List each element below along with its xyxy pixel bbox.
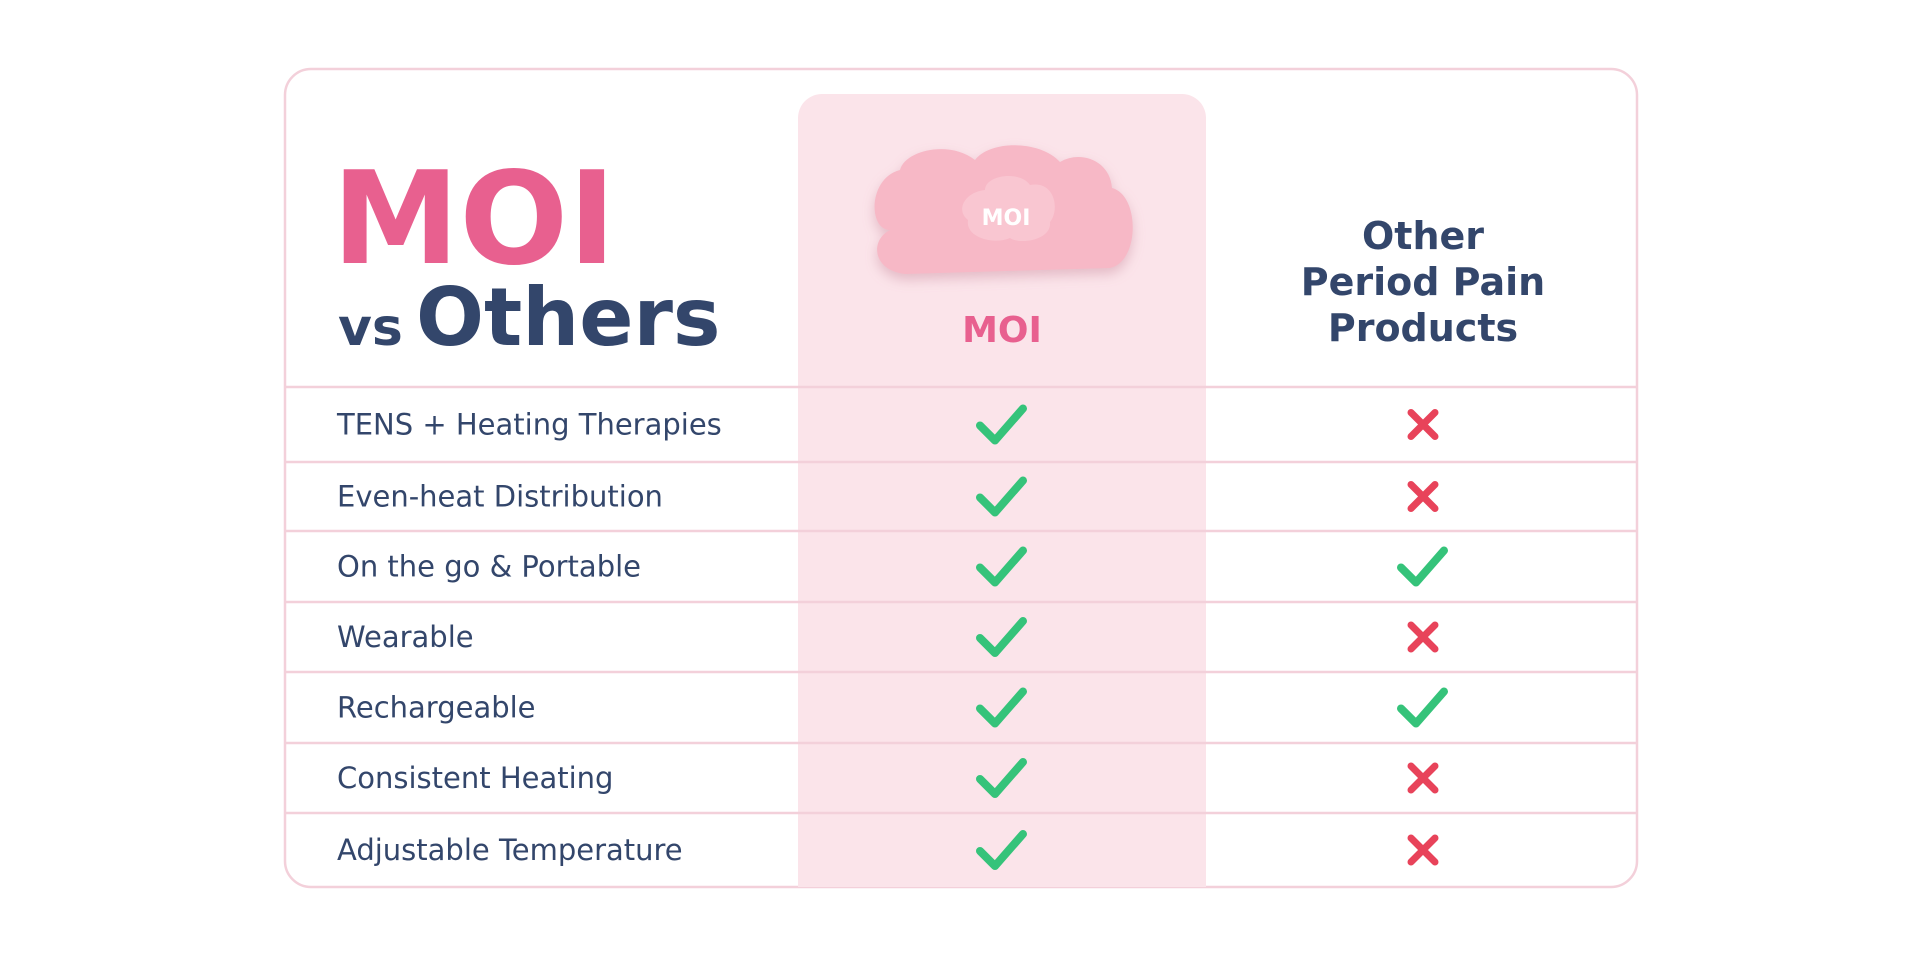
device-image xyxy=(874,145,1133,274)
check-mark xyxy=(976,758,1027,798)
check-mark xyxy=(976,404,1027,445)
check-mark xyxy=(976,617,1027,657)
feature-label: Wearable xyxy=(337,620,474,654)
column-header-moi: MOI xyxy=(962,310,1042,351)
check-mark xyxy=(1397,546,1448,587)
highlight-column xyxy=(798,94,1206,887)
column-header-line: Period Pain xyxy=(1301,260,1545,304)
check-mark xyxy=(976,476,1027,517)
title-others: Others xyxy=(416,271,721,364)
rows: TENS + Heating Therapies Even-heat Distri… xyxy=(286,385,1636,870)
feature-label: Adjustable Temperature xyxy=(337,833,683,867)
feature-label: On the go & Portable xyxy=(337,550,641,584)
feature-label: Consistent Heating xyxy=(337,761,613,795)
cross-mark xyxy=(1407,834,1439,866)
feature-label: TENS + Heating Therapies xyxy=(336,408,722,442)
check-mark xyxy=(976,546,1027,587)
feature-label: Rechargeable xyxy=(337,691,536,725)
cross-mark xyxy=(1407,621,1439,653)
cross-mark xyxy=(1407,409,1439,440)
check-mark xyxy=(1397,687,1448,728)
column-header-line: Other xyxy=(1362,214,1484,258)
cross-mark xyxy=(1407,481,1439,512)
cross-mark xyxy=(1407,762,1439,794)
title-vs: vs xyxy=(338,298,403,358)
device-label: MOI xyxy=(982,206,1031,231)
check-mark xyxy=(976,830,1027,870)
column-header-line: Products xyxy=(1328,306,1518,350)
title-brand: MOI xyxy=(332,145,616,294)
feature-label: Even-heat Distribution xyxy=(337,480,663,514)
check-mark xyxy=(976,687,1027,728)
